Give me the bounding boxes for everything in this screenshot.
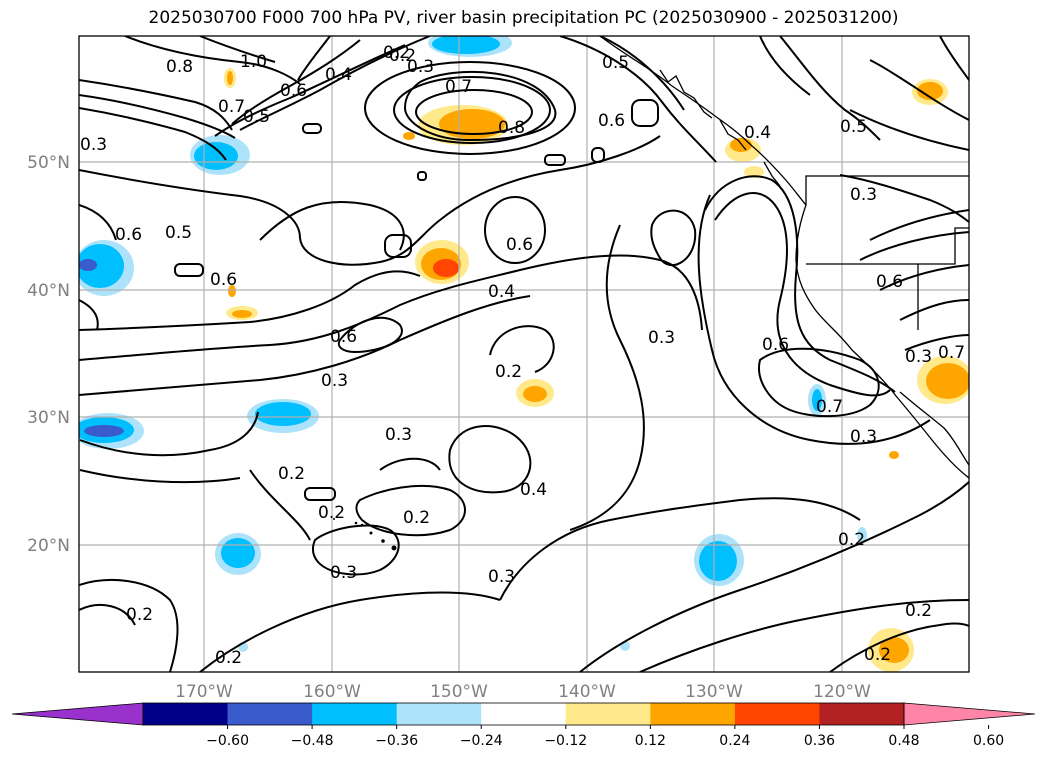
colorbar-tick-label: −0.12 <box>544 733 587 749</box>
contour-label: 0.2 <box>318 503 345 523</box>
contour-label: 0.3 <box>850 427 877 447</box>
contour-label: 0.2 <box>495 362 522 382</box>
colorbar-tick-label: −0.24 <box>460 733 503 749</box>
contour-label: 0.6 <box>210 270 237 290</box>
colorbar-bin <box>650 703 736 725</box>
contour-label: 0.3 <box>407 57 434 77</box>
contour-label: 0.4 <box>744 123 771 143</box>
colorbar-extend-high <box>903 702 1036 726</box>
contour-label: 0.2 <box>838 530 865 550</box>
contour-label: 0.7 <box>218 97 245 117</box>
colorbar-bin <box>227 703 313 725</box>
contour-label: 0.6 <box>330 327 357 347</box>
chart-title: 2025030700 F000 700 hPa PV, river basin … <box>148 8 899 28</box>
precip-shading <box>79 36 969 672</box>
contour-label: 0.2 <box>403 508 430 528</box>
contour-label: 0.4 <box>325 65 352 85</box>
islands <box>333 518 397 551</box>
lat-label: 30°N <box>27 408 70 428</box>
colorbar-tick-label: 0.12 <box>635 733 666 749</box>
contour-label: 0.3 <box>330 563 357 583</box>
colorbar-tick-label: 0.48 <box>888 733 919 749</box>
contour-label: 0.3 <box>385 425 412 445</box>
contour-label: 0.5 <box>602 53 629 73</box>
contour-label: 0.3 <box>488 567 515 587</box>
contour-label: 0.4 <box>520 480 547 500</box>
colorbar: −0.60 −0.48 −0.36 −0.24 −0.12 0.12 0.24 0.36 0.4… <box>11 702 1036 749</box>
lon-label: 140°W <box>558 682 616 702</box>
map-frame <box>78 35 970 673</box>
colorbar-bin <box>312 703 398 725</box>
contour-label: 0.6 <box>762 335 789 355</box>
colorbar-bin <box>819 703 905 725</box>
colorbar-tick-label: −0.48 <box>291 733 334 749</box>
contour-labels: 0.8 1.0 0.6 0.7 0.5 0.4 0.3 0.2 0.8 0.3 … <box>80 43 965 668</box>
lon-label: 160°W <box>303 682 361 702</box>
contour-label: 0.2 <box>383 43 410 63</box>
contour-label: 0.5 <box>165 223 192 243</box>
contour-label: 0.3 <box>850 185 877 205</box>
contour-label: 0.6 <box>506 235 533 255</box>
colorbar-tick-label: −0.60 <box>206 733 249 749</box>
contour-label: 0.5 <box>840 117 867 137</box>
contour-label: 0.6 <box>876 272 903 292</box>
colorbar-bin <box>481 703 567 725</box>
contour-label: 0.4 <box>488 282 515 302</box>
colorbar-tick-label: 0.60 <box>973 733 1004 749</box>
contour-label: 0.3 <box>80 135 107 155</box>
contour-label: 0.2 <box>278 464 305 484</box>
colorbar-tick-label: 0.36 <box>804 733 835 749</box>
lon-label: 130°W <box>685 682 743 702</box>
contour-label: 0.8 <box>166 57 193 77</box>
lon-label: 120°W <box>813 682 871 702</box>
lat-label: 50°N <box>27 153 70 173</box>
lon-label: 170°W <box>175 682 233 702</box>
coastlines <box>599 36 969 479</box>
colorbar-bin <box>396 703 482 725</box>
contour-label: 0.7 <box>816 397 843 417</box>
contour-label: 0.3 <box>905 347 932 367</box>
lon-label: 150°W <box>430 682 488 702</box>
contour-label: 0.7 <box>445 77 472 97</box>
latitude-labels: 50°N 40°N 30°N 20°N <box>27 153 70 556</box>
contour-label: 0.2 <box>126 605 153 625</box>
longitude-labels: 170°W 160°W 150°W 140°W 130°W 120°W <box>175 682 871 702</box>
contour-label: 0.3 <box>648 328 675 348</box>
map-area: 0.8 1.0 0.6 0.7 0.5 0.4 0.3 0.2 0.8 0.3 … <box>79 36 969 672</box>
contour-label: 0.2 <box>905 601 932 621</box>
contour-label: 0.2 <box>389 46 416 66</box>
colorbar-tick-label: −0.36 <box>375 733 418 749</box>
contour-label: 0.2 <box>864 645 891 665</box>
colorbar-tick-label: 0.24 <box>719 733 750 749</box>
contour-label: 1.0 <box>240 52 267 72</box>
colorbar-frame <box>142 702 905 726</box>
contour-label: 0.3 <box>321 371 348 391</box>
contour-label: 0.7 <box>938 343 965 363</box>
colorbar-extend-low <box>11 702 144 726</box>
contour-label: 0.6 <box>598 111 625 131</box>
contour-label: 0.6 <box>115 225 142 245</box>
lat-label: 40°N <box>27 281 70 301</box>
contour-label: 0.5 <box>243 107 270 127</box>
colorbar-bin <box>143 703 229 725</box>
colorbar-bin <box>734 703 820 725</box>
lat-label: 20°N <box>27 536 70 556</box>
colorbar-bin <box>565 703 651 725</box>
contour-label: 0.2 <box>215 648 242 668</box>
pv-contours <box>79 36 969 672</box>
contour-label: 0.6 <box>280 81 307 101</box>
contour-label: 0.8 <box>498 118 525 138</box>
